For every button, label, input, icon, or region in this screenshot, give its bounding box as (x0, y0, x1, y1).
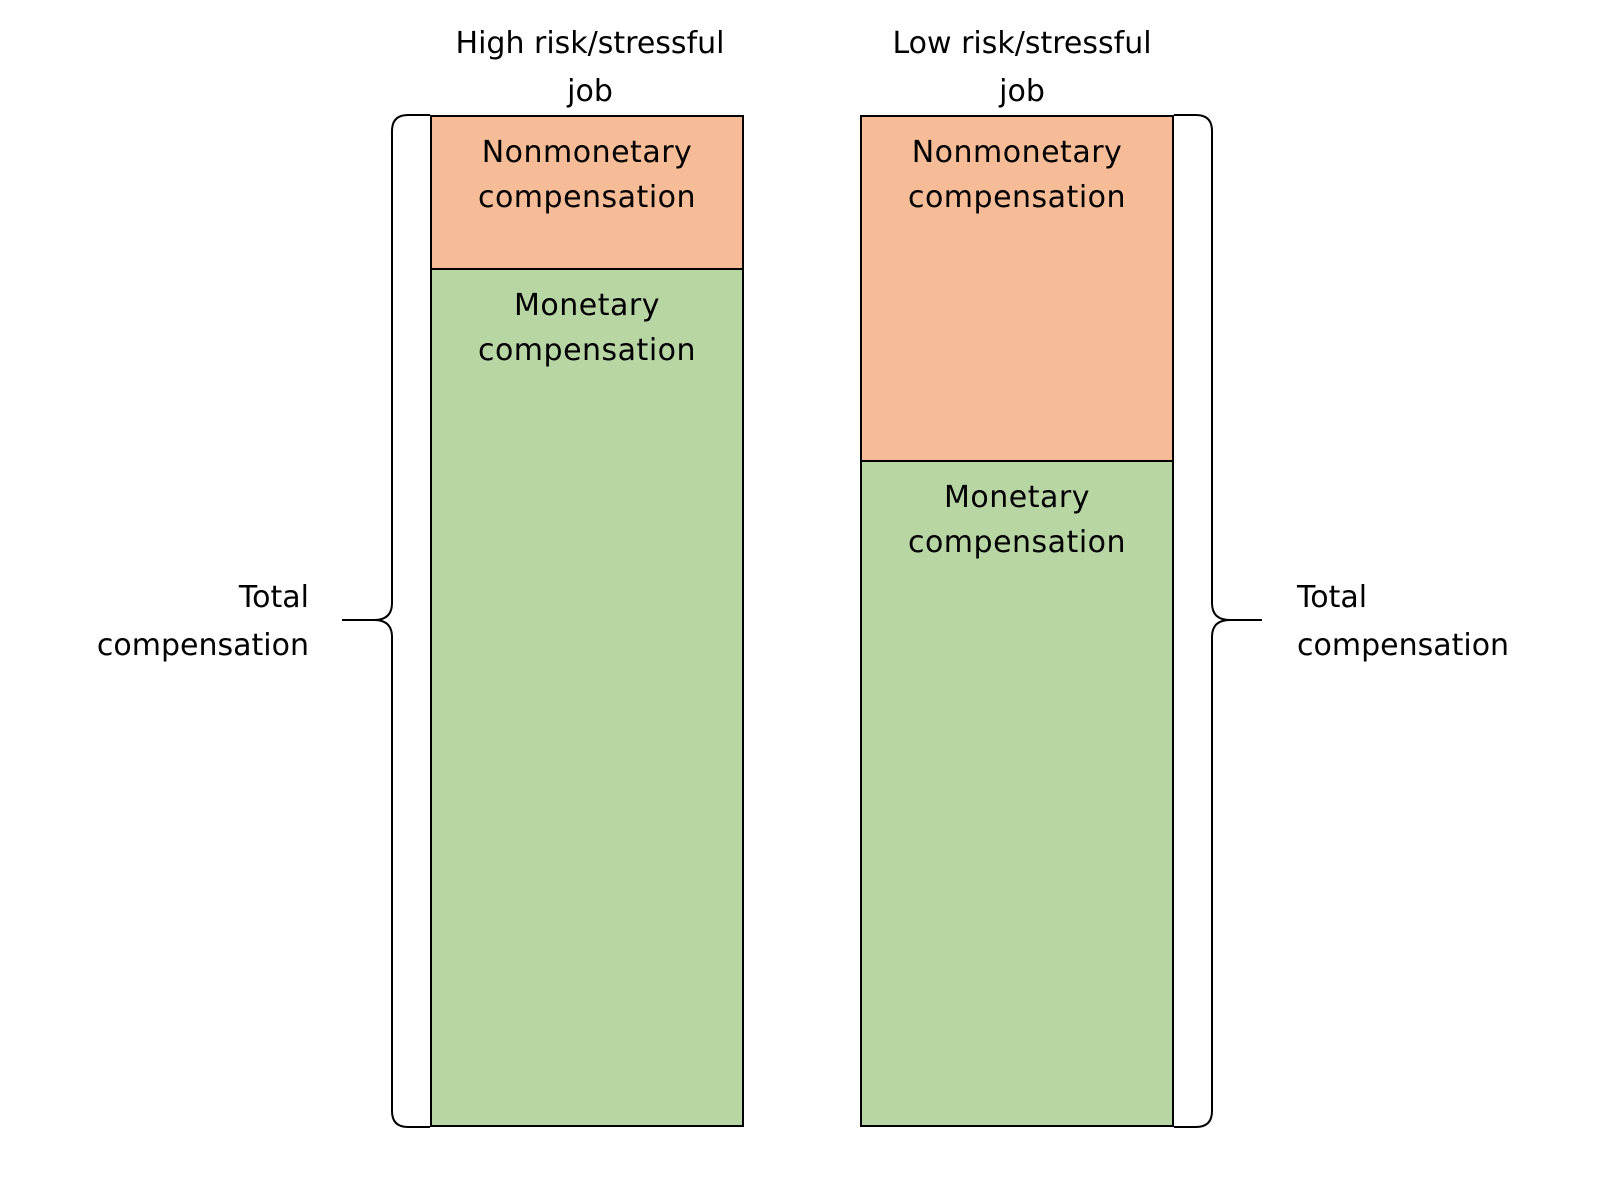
column-title-low-risk: Low risk/stressful job (892, 26, 1152, 109)
segment-nonmonetary-compensation: Nonmonetary compensation (432, 117, 742, 268)
segment-nonmonetary-compensation: Nonmonetary compensation (862, 117, 1172, 460)
total-compensation-label-right: Total compensation (1297, 580, 1510, 663)
bar-low-risk-job: Nonmonetary compensation Monetary compen… (860, 115, 1174, 1127)
bar-high-risk-job: Nonmonetary compensation Monetary compen… (430, 115, 744, 1127)
left-brace (342, 114, 430, 1128)
column-title-high-risk: High risk/stressful job (455, 26, 725, 109)
total-compensation-label-left: Total compensation (96, 580, 309, 663)
segment-monetary-compensation: Monetary compensation (862, 460, 1172, 1125)
right-brace (1174, 114, 1262, 1128)
segment-monetary-compensation: Monetary compensation (432, 268, 742, 1125)
